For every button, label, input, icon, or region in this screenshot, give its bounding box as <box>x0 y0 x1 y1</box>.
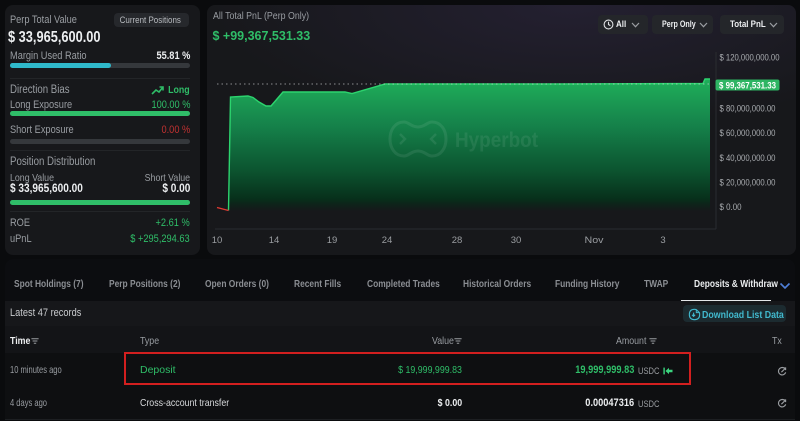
svg-text:19: 19 <box>327 235 338 246</box>
svg-text:14: 14 <box>269 235 280 246</box>
svg-text:$ 20,000,000.00: $ 20,000,000.00 <box>720 177 776 188</box>
svg-text:$ 80,000,000.00: $ 80,000,000.00 <box>720 104 776 115</box>
svg-text:30: 30 <box>511 235 522 246</box>
svg-text:$ 99,367,531.33: $ 99,367,531.33 <box>719 80 776 90</box>
svg-text:10: 10 <box>212 235 223 246</box>
svg-text:3: 3 <box>660 235 665 246</box>
svg-text:24: 24 <box>382 235 393 246</box>
svg-text:28: 28 <box>452 235 463 246</box>
svg-text:$ 0.00: $ 0.00 <box>720 202 742 213</box>
svg-text:Nov: Nov <box>585 235 604 246</box>
svg-text:Hyperbot: Hyperbot <box>455 129 538 152</box>
svg-text:$ 120,000,000.00: $ 120,000,000.00 <box>720 53 780 64</box>
svg-text:$ 60,000,000.00: $ 60,000,000.00 <box>720 128 776 139</box>
svg-text:$ 40,000,000.00: $ 40,000,000.00 <box>720 153 776 164</box>
